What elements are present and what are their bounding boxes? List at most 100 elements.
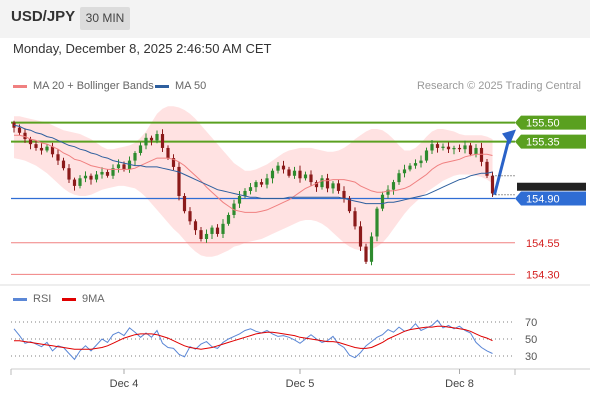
candle (287, 169, 291, 176)
candle (309, 174, 313, 183)
candle (232, 203, 236, 215)
candle (408, 165, 412, 170)
forecast-arrow-shaft (493, 138, 511, 196)
candle (127, 160, 132, 170)
rsi-ma9-line (14, 325, 493, 350)
legend-ma9-label: 9MA (82, 293, 105, 305)
candle (485, 161, 489, 176)
x-tick-label: Dec 5 (286, 378, 315, 390)
candle (182, 196, 187, 212)
level-label: 155.35 (526, 137, 560, 149)
candle (397, 173, 401, 183)
candle (133, 153, 137, 161)
candle (336, 183, 341, 191)
candle (199, 230, 203, 239)
candle (325, 178, 330, 189)
candle (347, 198, 352, 212)
candle (45, 146, 49, 151)
candle (441, 146, 445, 148)
candle (364, 246, 368, 262)
datetime-label: Monday, December 8, 2025 2:46:50 AM CET (13, 41, 272, 56)
candle (12, 122, 16, 128)
ma50-swatch (155, 84, 169, 88)
credit-label: Research © 2025 Trading Central (416, 80, 581, 92)
rsi-level-label: 70 (525, 317, 537, 329)
candle (237, 196, 242, 204)
legend-ma20-label: MA 20 + Bollinger Bands (33, 80, 154, 92)
candle (391, 182, 396, 190)
candle (105, 171, 110, 176)
candle (358, 226, 363, 247)
candle (39, 147, 44, 151)
rsi-level-label: 30 (525, 351, 537, 363)
candle (446, 146, 451, 150)
timeframe-button[interactable]: 30 MIN (80, 7, 130, 30)
candle (17, 127, 22, 133)
ma50-line (13, 124, 493, 205)
candle (463, 145, 467, 150)
candle (72, 179, 77, 186)
legend-ma20: MA 20 + Bollinger Bands (13, 80, 154, 92)
candle (226, 214, 231, 224)
candle (254, 182, 258, 188)
candle (116, 164, 121, 169)
candle (474, 147, 478, 155)
candle (320, 178, 324, 188)
candle (111, 168, 115, 176)
legend-ma50: MA 50 (155, 80, 206, 92)
legend-ma50-label: MA 50 (175, 80, 207, 92)
candle (259, 182, 264, 185)
candle (380, 194, 385, 209)
candle (138, 145, 143, 153)
candle (28, 139, 33, 145)
current-price-tag (517, 182, 586, 191)
candle (171, 158, 176, 167)
level-label: 154.30 (526, 269, 560, 281)
ma20-swatch (13, 84, 27, 88)
candle (177, 166, 181, 196)
candle (490, 175, 495, 194)
candle (468, 145, 473, 155)
candle (56, 154, 60, 161)
candle (375, 208, 379, 237)
candle (342, 190, 346, 199)
candle (419, 160, 423, 164)
title-bar: USD/JPY 30 MIN (0, 0, 590, 38)
candle (166, 147, 170, 159)
candle (155, 134, 159, 141)
legend-rsi: RSI (13, 293, 51, 305)
candle (34, 144, 38, 148)
candle (270, 170, 275, 179)
candle (188, 211, 192, 222)
symbol-label: USD/JPY (11, 8, 76, 25)
rsi-level-label: 50 (525, 334, 537, 346)
candle (193, 221, 198, 231)
candle (144, 137, 148, 146)
candle (430, 144, 434, 151)
ma9-swatch (62, 297, 76, 301)
level-label: 154.55 (526, 238, 560, 250)
level-tag (515, 134, 586, 149)
candle (452, 147, 456, 150)
candle (314, 182, 319, 188)
candle (479, 147, 484, 162)
candle (331, 183, 335, 189)
candle (78, 178, 82, 186)
candle (210, 227, 214, 234)
candle (265, 178, 269, 185)
x-tick-label: Dec 4 (110, 378, 139, 390)
candle (221, 223, 225, 234)
candle (89, 175, 93, 180)
candle (298, 170, 302, 179)
level-label: 154.90 (526, 194, 560, 206)
candle (303, 174, 308, 179)
candle (83, 175, 88, 179)
candle (276, 165, 280, 171)
level-label: 155.50 (526, 118, 560, 130)
candle (292, 170, 297, 176)
candle (122, 164, 126, 170)
candle (424, 150, 429, 161)
candle (353, 211, 357, 227)
bollinger-band-fill (14, 106, 493, 257)
